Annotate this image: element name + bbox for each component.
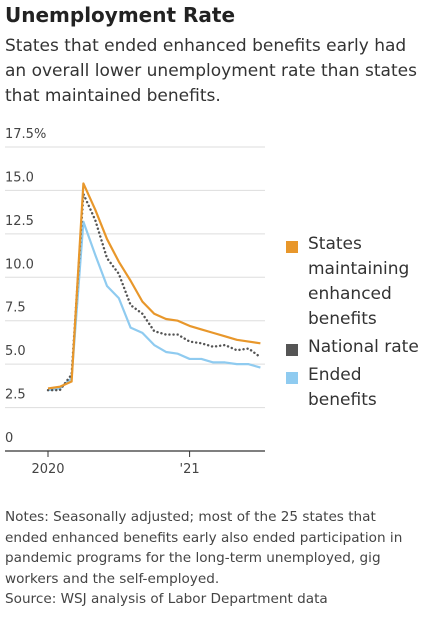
y-tick-label: 17.5% bbox=[5, 127, 46, 142]
y-tick-label: 12.5 bbox=[5, 214, 34, 229]
notes: Notes: Seasonally adjusted; most of the … bbox=[5, 509, 403, 587]
legend-swatch bbox=[286, 344, 298, 356]
y-tick-label: 7.5 bbox=[5, 301, 26, 316]
chart-title: Unemployment Rate bbox=[5, 3, 236, 27]
chart: 0 2.5 5.0 7.5 10.0 12.5 15.0 17.5% 2020 '21 bbox=[5, 127, 265, 477]
notes-block: Notes: Seasonally adjusted; most of the … bbox=[5, 507, 420, 610]
line-series bbox=[46, 192, 262, 392]
legend-label: National rate bbox=[308, 337, 419, 357]
line-series bbox=[47, 182, 261, 390]
legend: States maintaining enhanced benefits Nati… bbox=[284, 232, 424, 416]
legend-label: Ended benefits bbox=[308, 365, 377, 410]
legend-item: States maintaining enhanced benefits bbox=[284, 232, 424, 332]
x-tick-label: 2020 bbox=[31, 462, 64, 477]
legend-item: National rate bbox=[284, 335, 424, 360]
line-series bbox=[47, 220, 261, 392]
source: Source: WSJ analysis of Labor Department… bbox=[5, 591, 328, 607]
y-tick-label: 15.0 bbox=[5, 170, 34, 185]
chart-subtitle: States that ended enhanced benefits earl… bbox=[5, 36, 417, 106]
legend-swatch bbox=[286, 241, 298, 253]
y-tick-label: 2.5 bbox=[5, 388, 26, 403]
x-tick-label: '21 bbox=[180, 462, 200, 477]
legend-label: States maintaining enhanced benefits bbox=[308, 234, 410, 329]
y-tick-label: 10.0 bbox=[5, 257, 34, 272]
y-tick-label: 0 bbox=[5, 431, 13, 446]
legend-swatch bbox=[286, 372, 298, 384]
legend-item: Ended benefits bbox=[284, 363, 424, 413]
y-tick-label: 5.0 bbox=[5, 344, 26, 359]
